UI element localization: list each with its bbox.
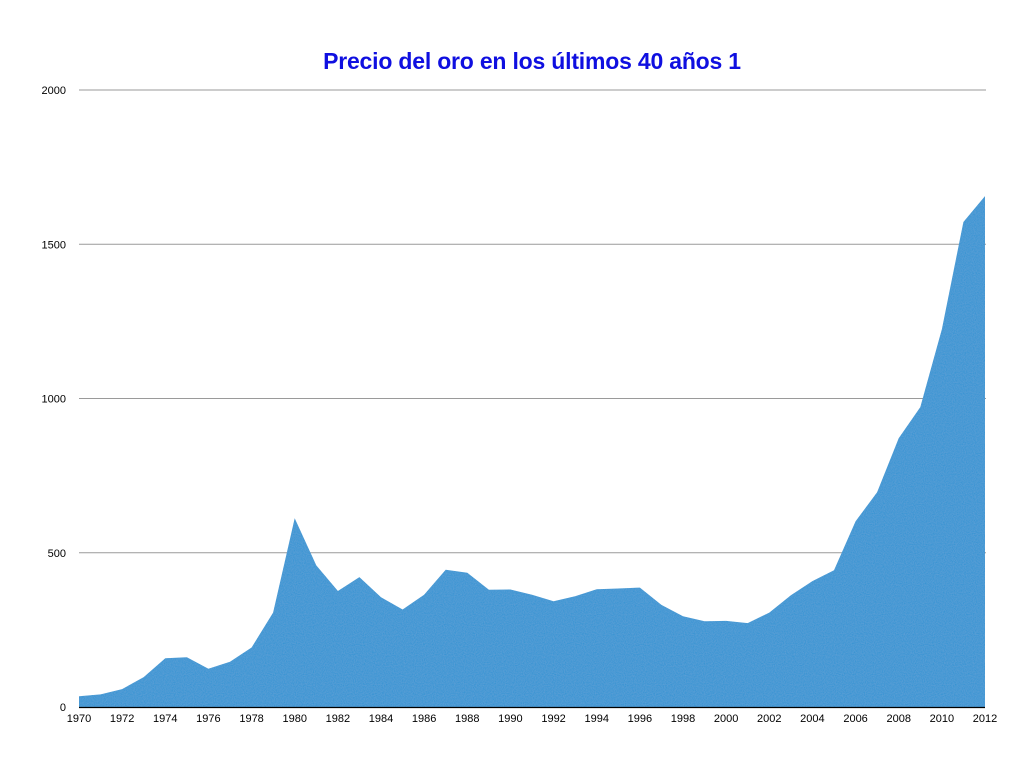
x-tick-label: 1986	[412, 713, 436, 725]
x-tick-label: 1978	[239, 713, 263, 725]
x-tick-label: 1988	[455, 713, 479, 725]
x-tick-label: 1990	[498, 713, 522, 725]
x-tick-label: 1992	[541, 713, 565, 725]
y-tick-label: 500	[48, 548, 66, 560]
x-tick-label: 2004	[800, 713, 824, 725]
x-tick-label: 1974	[153, 713, 177, 725]
x-tick-label: 2000	[714, 713, 738, 725]
x-tick-label: 2006	[843, 713, 867, 725]
y-tick-label: 1000	[42, 394, 66, 406]
x-tick-label: 1982	[326, 713, 350, 725]
x-tick-label: 1970	[67, 713, 91, 725]
x-tick-label: 1972	[110, 713, 134, 725]
gridlines	[79, 89, 986, 554]
x-tick-label: 2010	[930, 713, 954, 725]
x-tick-label: 1984	[369, 713, 393, 725]
y-tick-label: 2000	[42, 85, 66, 97]
chart-title: Precio del oro en los últimos 40 años 1	[323, 48, 741, 74]
x-tick-label: 1998	[671, 713, 695, 725]
y-tick-label: 1500	[42, 239, 66, 251]
x-tick-label: 2002	[757, 713, 781, 725]
x-tick-label: 1996	[628, 713, 652, 725]
x-tick-label: 1994	[584, 713, 608, 725]
x-tick-label: 2008	[886, 713, 910, 725]
x-tick-label: 1980	[282, 713, 306, 725]
y-tick-label: 0	[60, 702, 66, 714]
y-axis-tick-labels: 0 500 1000 1500 2000	[42, 85, 66, 714]
gold-price-area	[79, 196, 985, 707]
x-tick-label: 1976	[196, 713, 220, 725]
x-tick-label: 2012	[973, 713, 997, 725]
x-axis-tick-labels: 1970 1972 1974 1976 1978 1980 1982 1984 1986 1988…	[67, 713, 997, 725]
